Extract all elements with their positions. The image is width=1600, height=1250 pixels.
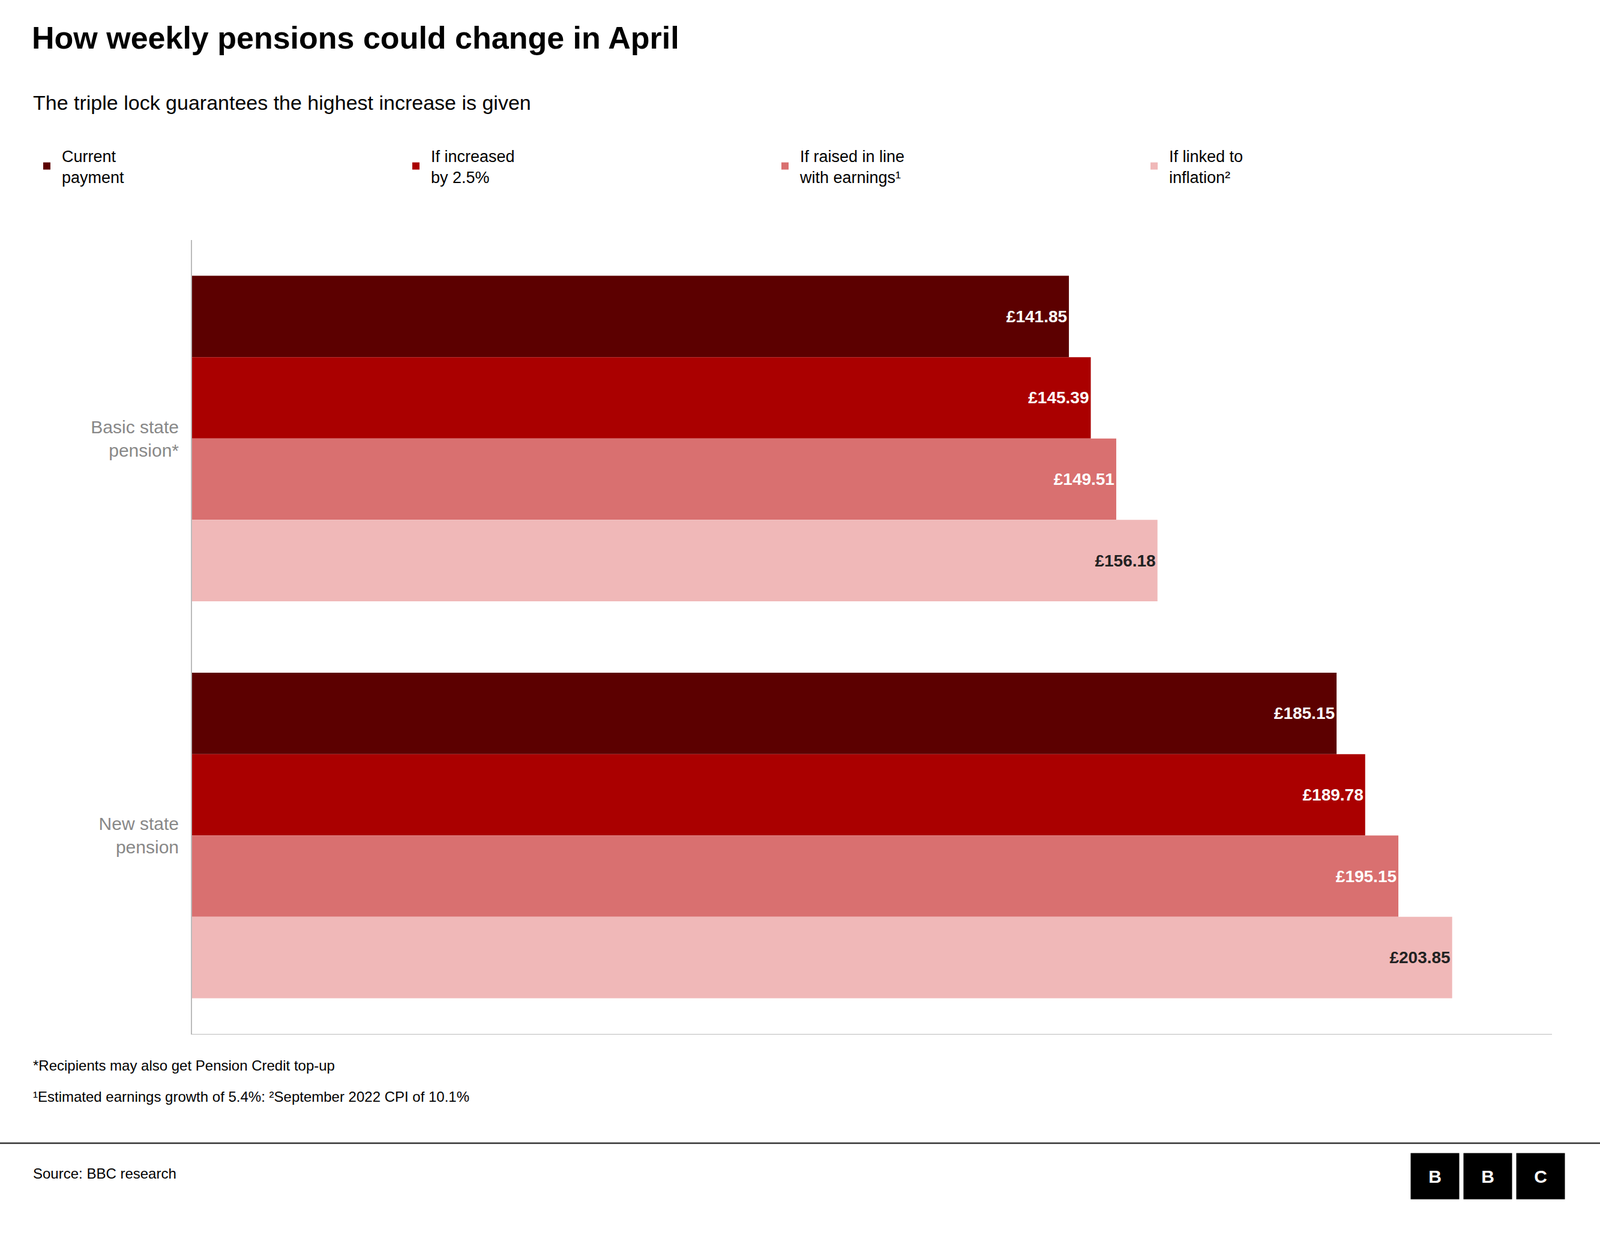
svg-text:¹Estimated earnings growth of: ¹Estimated earnings growth of 5.4%: ²Sep… — [33, 1088, 470, 1105]
svg-text:£195.15: £195.15 — [1335, 867, 1397, 886]
svg-text:If raised in linewith earnings: If raised in linewith earnings¹ — [799, 147, 905, 187]
svg-text:*Recipients may also get Pensi: *Recipients may also get Pension Credit … — [33, 1057, 335, 1074]
svg-text:New statepension: New statepension — [99, 813, 179, 858]
svg-text:If linked toinflation²: If linked toinflation² — [1169, 147, 1243, 187]
svg-text:£141.85: £141.85 — [1006, 307, 1068, 326]
svg-text:£189.78: £189.78 — [1302, 785, 1364, 805]
svg-text:The triple lock guarantees the: The triple lock guarantees the highest i… — [33, 91, 532, 115]
svg-text:Basic statepension*: Basic statepension* — [90, 417, 179, 461]
svg-text:If increasedby 2.5%: If increasedby 2.5% — [430, 147, 515, 187]
svg-text:How weekly pensions could chan: How weekly pensions could change in Apri… — [31, 20, 680, 56]
svg-text:£156.18: £156.18 — [1094, 551, 1156, 571]
svg-text:B: B — [1428, 1166, 1442, 1187]
svg-text:£203.85: £203.85 — [1389, 948, 1450, 967]
svg-text:C: C — [1533, 1166, 1548, 1187]
svg-text:Source: BBC research: Source: BBC research — [33, 1165, 177, 1182]
svg-text:£145.39: £145.39 — [1028, 388, 1089, 407]
svg-text:B: B — [1481, 1166, 1495, 1187]
svg-text:Currentpayment: Currentpayment — [61, 147, 125, 187]
svg-text:£185.15: £185.15 — [1274, 703, 1335, 723]
svg-text:£149.51: £149.51 — [1053, 469, 1115, 489]
